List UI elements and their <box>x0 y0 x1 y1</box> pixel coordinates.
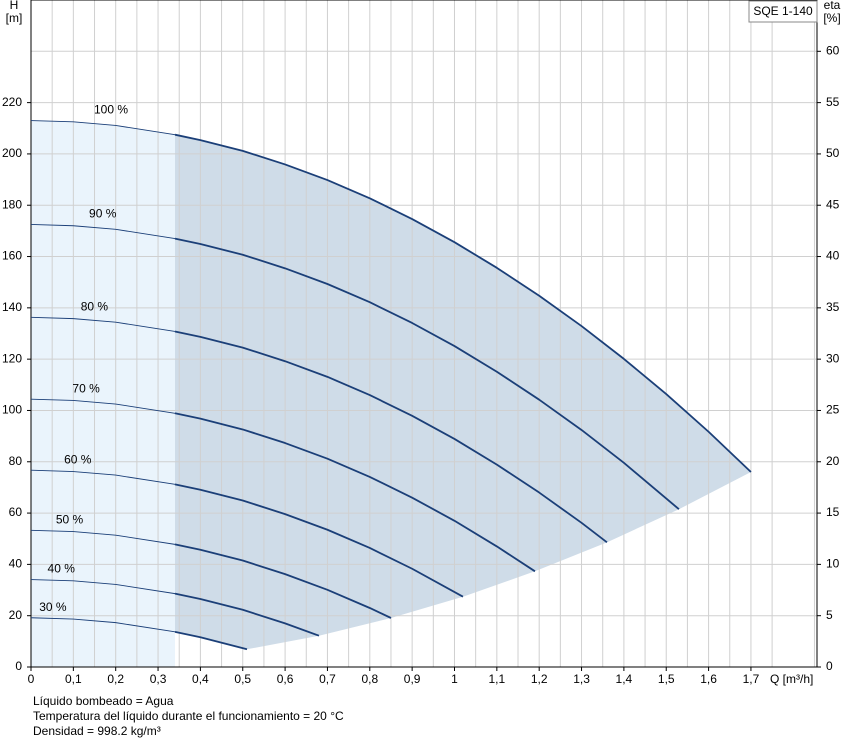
x-tick-label: 0,5 <box>234 672 251 686</box>
curve-label: 50 % <box>56 512 84 526</box>
y-tick-label: 220 <box>2 95 22 109</box>
curve <box>174 630 248 651</box>
y2-tick-label: 15 <box>826 505 840 519</box>
y-tick-label: 140 <box>2 300 22 314</box>
curve <box>174 543 392 619</box>
title-box <box>748 0 818 23</box>
curve-label: 100 % <box>94 103 128 117</box>
x-tick-label: 0,8 <box>361 672 378 686</box>
x-tick-label: 1,2 <box>531 672 548 686</box>
y-tick-label: 120 <box>2 351 22 365</box>
x-tick-label: 0,4 <box>192 672 209 686</box>
areas <box>31 120 751 668</box>
curve-label: 90 % <box>89 207 117 221</box>
grid <box>27 0 821 671</box>
curve-thin <box>30 224 176 240</box>
y2-tick-label: 5 <box>826 608 833 622</box>
y2-label: eta <box>824 0 841 12</box>
y2-tick-label: 45 <box>826 197 840 211</box>
x-tick-label: 0,2 <box>107 672 124 686</box>
y-label: H <box>10 0 19 12</box>
x-tick-label: 1,7 <box>743 672 760 686</box>
curve-thin <box>30 398 176 414</box>
note: Densidad = 998.2 kg/m³ <box>33 724 161 738</box>
operating-area <box>174 134 751 650</box>
low-flow-area <box>31 120 175 668</box>
x-tick-label: 0,3 <box>150 672 167 686</box>
x-tick-label: 0,9 <box>404 672 421 686</box>
curve-label: 80 % <box>81 300 109 314</box>
curve <box>174 592 320 637</box>
x-tick-label: 0,1 <box>65 672 82 686</box>
y-tick-label: 0 <box>15 659 22 673</box>
y-tick-label: 40 <box>9 557 23 571</box>
curve-thin <box>30 120 176 136</box>
curve-label: 60 % <box>64 452 92 466</box>
x-label: Q [m³/h] <box>770 672 813 686</box>
y-tick-label: 160 <box>2 249 22 263</box>
y2-unit: [%] <box>823 11 840 25</box>
y2-tick-label: 50 <box>826 146 840 160</box>
x-tick-label: 1,6 <box>700 672 717 686</box>
y2-tick-label: 30 <box>826 351 840 365</box>
x-tick-label: 0,7 <box>319 672 336 686</box>
curve-thin <box>30 529 176 545</box>
y2-tick-label: 25 <box>826 403 840 417</box>
y-tick-label: 100 <box>2 403 22 417</box>
curve <box>174 483 464 598</box>
y2-tick-label: 10 <box>826 557 840 571</box>
chart-title: SQE 1-140 <box>753 4 813 18</box>
note: Líquido bombeado = Agua <box>33 694 174 708</box>
x-tick-label: 1,5 <box>658 672 675 686</box>
x-tick-label: 1,3 <box>573 672 590 686</box>
curve-thin <box>30 316 176 332</box>
y2-tick-label: 60 <box>826 43 840 57</box>
y2-tick-label: 0 <box>826 659 833 673</box>
x-tick-label: 0,6 <box>277 672 294 686</box>
curves <box>30 120 752 651</box>
curve-label: 40 % <box>48 562 76 576</box>
y-tick-label: 80 <box>9 454 23 468</box>
y-unit: [m] <box>6 11 23 25</box>
curve <box>174 412 536 573</box>
curve-thin <box>30 579 176 595</box>
y2-tick-label: 35 <box>826 300 840 314</box>
y-tick-label: 180 <box>2 197 22 211</box>
curve-label: 30 % <box>39 600 67 614</box>
curve-thin <box>30 617 176 633</box>
curve-thin <box>30 469 176 485</box>
labels: 0 0,1 0,2 0,3 0,4 0,5 0,6 0,7 0,8 0,9 1 1,1 1,2 1,3 1,… <box>2 43 840 686</box>
y-tick-label: 60 <box>9 505 23 519</box>
y2-tick-label: 40 <box>826 249 840 263</box>
y2-tick-label: 55 <box>826 95 840 109</box>
curve <box>174 133 752 473</box>
y2-tick-label: 20 <box>826 454 840 468</box>
x-tick-label: 1 <box>451 672 458 686</box>
x-tick-label: 1,4 <box>616 672 633 686</box>
plot-frame <box>30 0 818 668</box>
y-tick-label: 200 <box>2 146 22 160</box>
x-tick-label: 1,1 <box>488 672 505 686</box>
note: Temperatura del líquido durante el funci… <box>33 709 344 723</box>
curve-label: 70 % <box>72 381 100 395</box>
y-tick-label: 20 <box>9 608 23 622</box>
curve <box>174 330 608 544</box>
x-tick-label: 0 <box>28 672 35 686</box>
curve <box>174 237 680 510</box>
